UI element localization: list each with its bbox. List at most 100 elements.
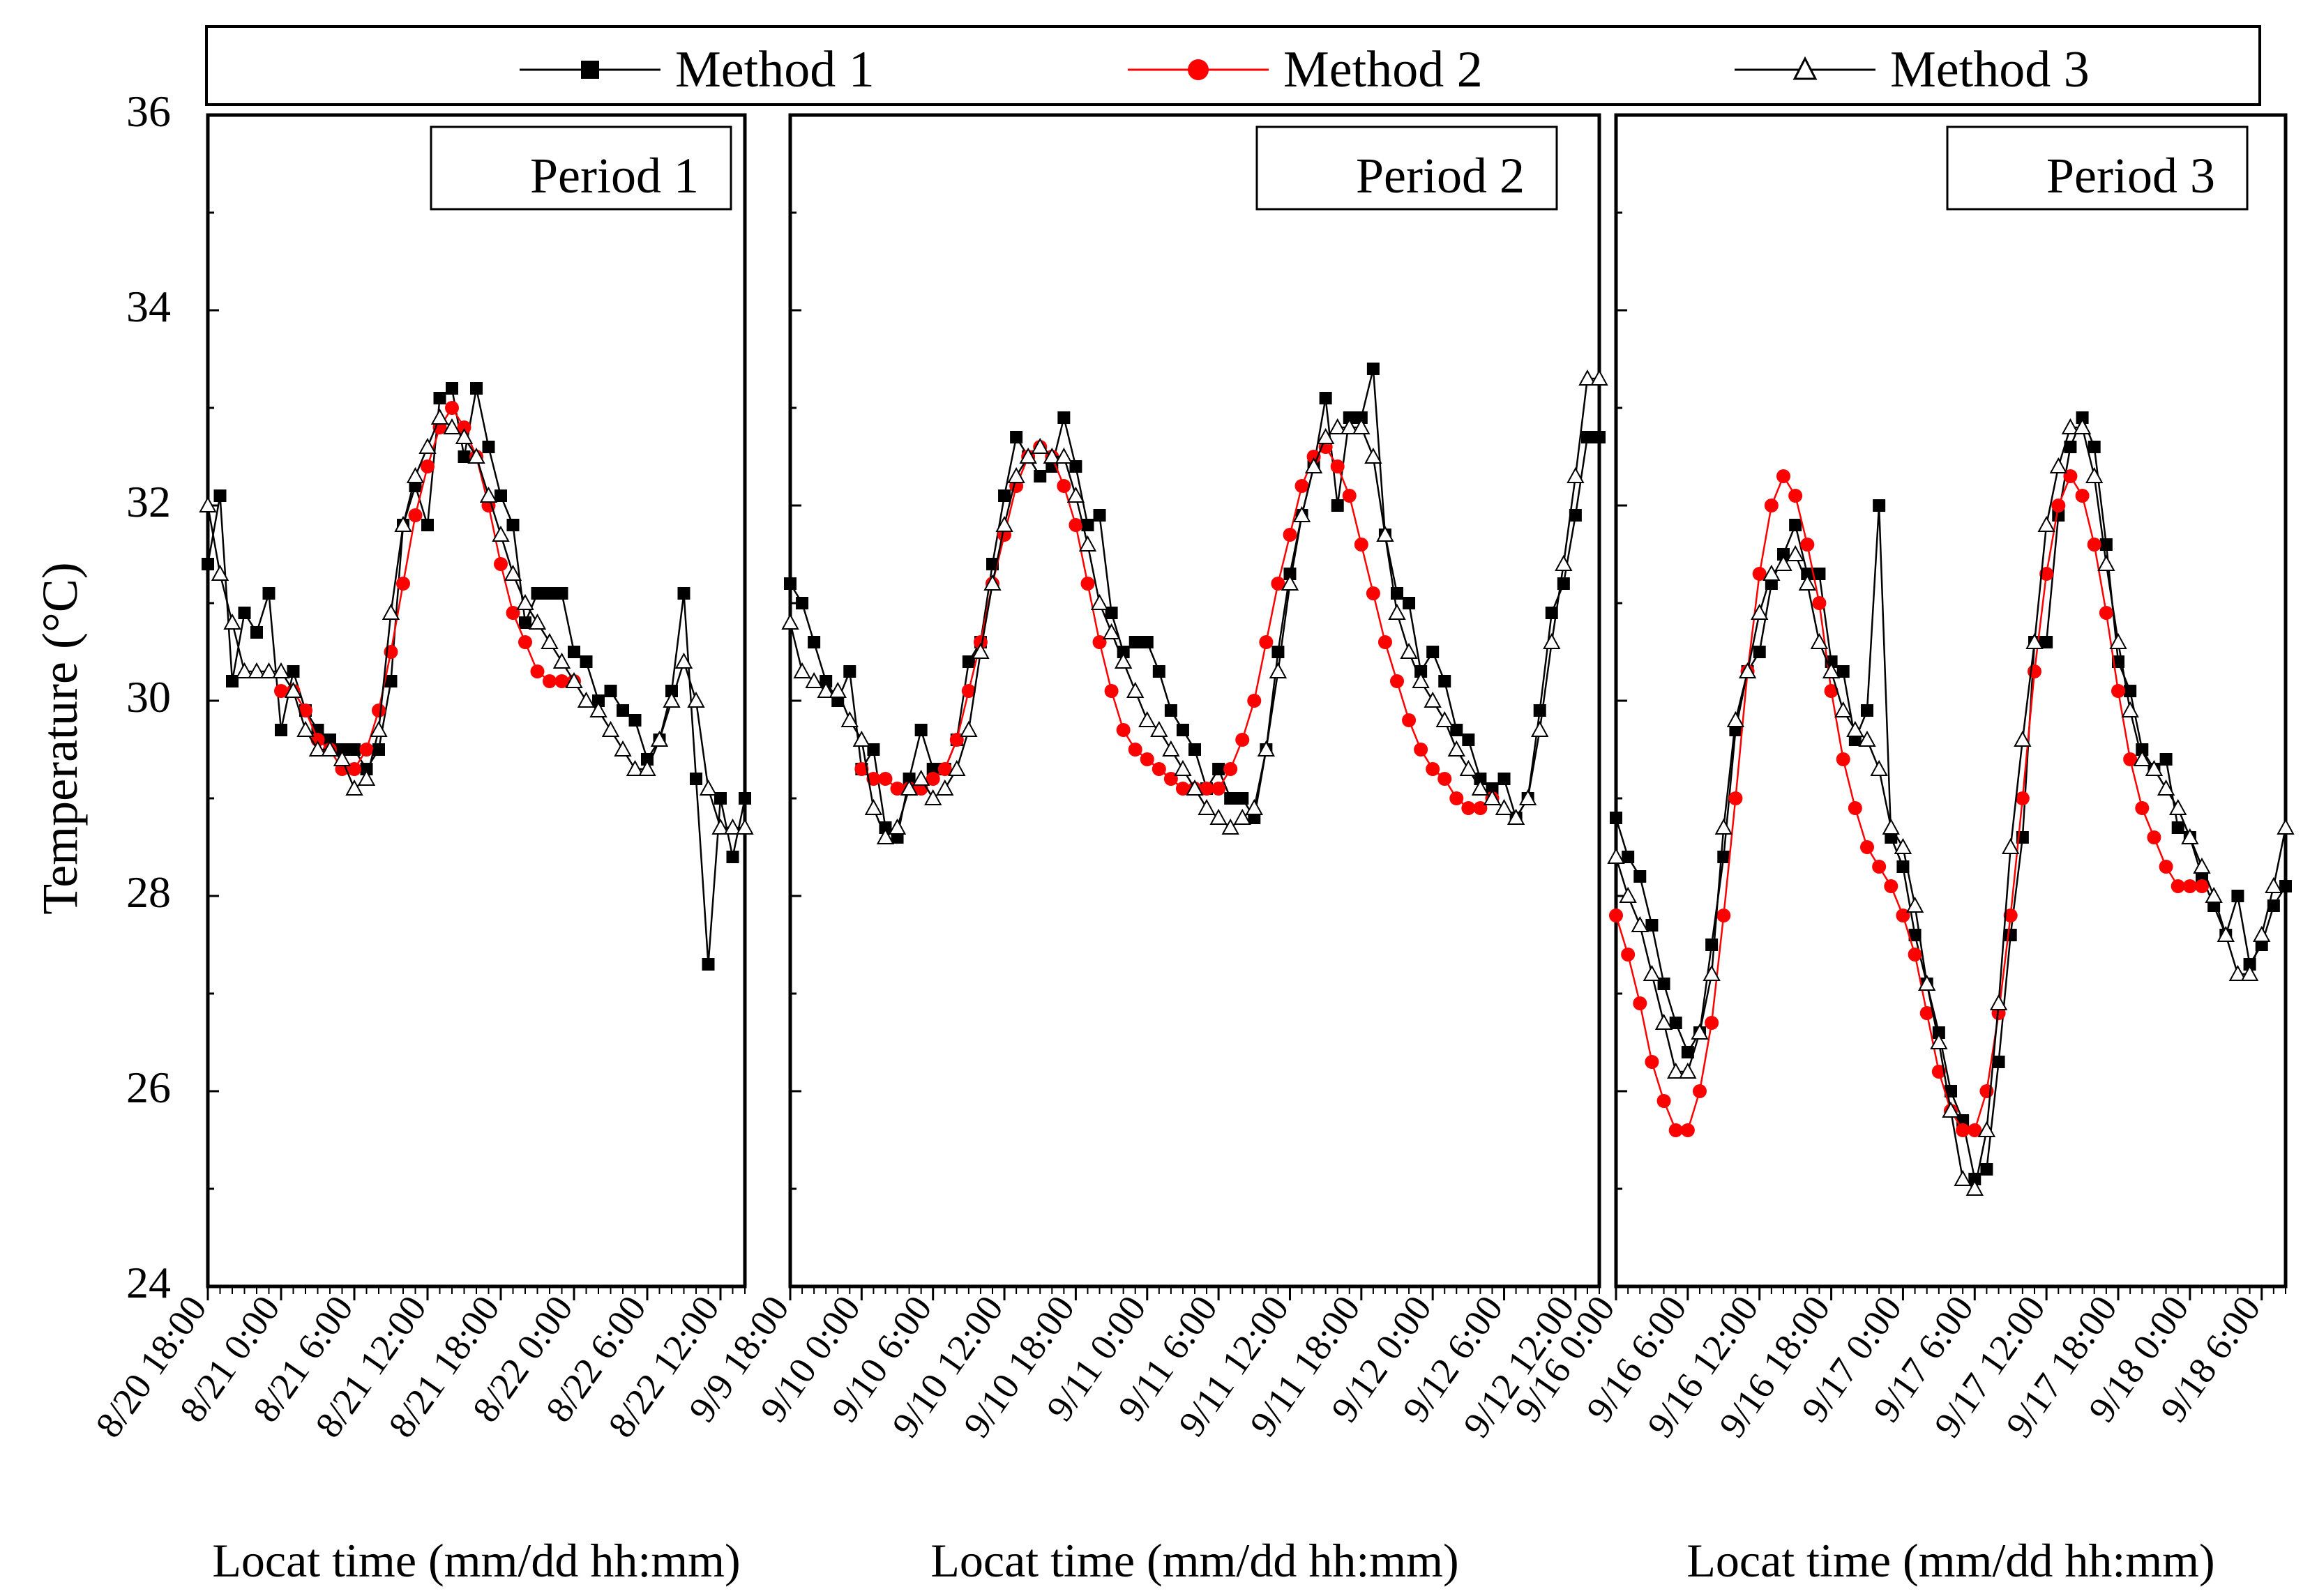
legend-marker-method-2 — [1188, 59, 1209, 80]
data-point-method-3 — [1786, 545, 1804, 561]
data-point-method-1 — [555, 587, 568, 600]
data-point-method-1 — [714, 792, 727, 805]
data-point-method-3 — [2169, 798, 2187, 815]
panel-period-2: Period 2 9/9 18:009/10 0:009/10 6:009/10… — [681, 113, 1608, 1587]
data-point-method-3 — [1341, 418, 1359, 434]
data-point-method-1 — [287, 665, 300, 678]
data-point-method-2 — [1884, 879, 1898, 893]
data-point-method-3 — [723, 818, 742, 835]
data-point-method-1 — [275, 724, 287, 736]
legend-label-method-2: Method 2 — [1283, 41, 1483, 98]
data-point-method-1 — [2171, 821, 2184, 834]
data-point-method-2 — [1414, 743, 1428, 757]
data-point-method-3 — [345, 779, 363, 796]
panel-title-box — [1946, 126, 2249, 211]
legend-marker-method-3 — [1792, 56, 1818, 80]
data-point-method-1 — [1633, 870, 1647, 883]
data-point-method-3 — [1019, 447, 1037, 464]
data-point-method-1 — [202, 558, 214, 570]
data-point-method-1 — [580, 655, 593, 668]
data-point-method-2 — [554, 674, 569, 688]
data-point-method-3 — [1774, 554, 1792, 571]
data-point-method-1 — [421, 519, 434, 531]
data-point-method-1 — [458, 450, 471, 463]
x-axis-title: Locat time (mm/dd hh:mm) — [1686, 1534, 2214, 1587]
data-point-method-3 — [2061, 418, 2080, 434]
data-point-method-3 — [2037, 515, 2055, 532]
data-point-method-1 — [384, 675, 398, 687]
data-point-method-1 — [262, 587, 275, 600]
series-line-method-1 — [789, 368, 1599, 839]
data-point-method-1 — [1010, 431, 1023, 443]
data-point-method-3 — [1703, 964, 1721, 981]
data-point-method-2 — [1656, 1094, 1671, 1108]
data-point-method-3 — [840, 710, 859, 727]
data-point-method-1 — [1057, 411, 1071, 424]
plot-series — [199, 382, 754, 971]
panel-title: Period 3 — [2046, 148, 2215, 204]
data-point-method-3 — [674, 652, 693, 669]
data-point-method-1 — [433, 392, 446, 404]
data-point-method-3 — [2025, 632, 2044, 649]
data-point-method-2 — [1069, 518, 1083, 532]
data-point-method-2 — [1693, 1084, 1707, 1098]
data-point-method-3 — [1435, 710, 1454, 727]
data-point-method-2 — [1330, 459, 1345, 473]
data-point-method-3 — [455, 427, 474, 444]
data-point-method-1 — [1669, 1017, 1682, 1029]
data-point-method-2 — [299, 704, 312, 717]
data-point-method-3 — [2265, 876, 2283, 893]
data-point-method-2 — [878, 772, 893, 786]
axis-ticks — [789, 114, 1600, 1300]
data-point-method-1 — [446, 382, 458, 395]
data-point-method-2 — [1968, 1123, 1982, 1137]
data-point-method-1 — [867, 743, 880, 756]
data-point-method-3 — [650, 730, 669, 747]
data-point-method-3 — [663, 691, 681, 708]
data-point-method-3 — [864, 798, 883, 815]
y-tick-label: 26 — [126, 1063, 171, 1112]
data-point-method-3 — [1643, 964, 1661, 981]
data-point-method-3 — [2109, 632, 2127, 649]
data-point-method-1 — [1105, 607, 1118, 619]
data-point-method-2 — [926, 772, 940, 786]
panel-title-box — [430, 126, 732, 211]
data-point-method-2 — [1080, 577, 1095, 591]
data-point-method-3 — [1607, 847, 1625, 864]
data-point-method-3 — [912, 769, 930, 786]
data-point-method-3 — [1918, 974, 1936, 991]
data-point-method-3 — [1965, 1179, 1984, 1196]
data-point-method-3 — [1150, 720, 1168, 737]
data-point-method-2 — [1645, 1055, 1659, 1069]
data-point-method-2 — [1116, 723, 1131, 737]
data-point-method-3 — [711, 818, 730, 835]
data-point-method-3 — [541, 632, 559, 649]
data-point-method-2 — [1247, 694, 1262, 708]
data-point-method-1 — [1331, 499, 1344, 512]
data-point-method-3 — [1870, 759, 1888, 776]
data-point-method-3 — [995, 515, 1013, 532]
data-point-method-2 — [518, 635, 532, 649]
data-point-method-3 — [900, 779, 919, 796]
data-point-method-2 — [372, 704, 386, 717]
data-point-method-3 — [1329, 418, 1347, 434]
data-point-method-3 — [1459, 759, 1478, 776]
data-point-method-3 — [1424, 691, 1442, 708]
data-point-method-2 — [866, 772, 881, 786]
data-point-method-3 — [1114, 652, 1133, 669]
data-point-method-2 — [1919, 1006, 1934, 1020]
data-point-method-1 — [543, 587, 556, 600]
data-point-method-2 — [1235, 733, 1250, 747]
plot-series — [1607, 411, 2295, 1196]
data-point-method-2 — [274, 684, 288, 698]
data-point-method-1 — [1140, 636, 1154, 648]
data-point-method-1 — [1224, 792, 1237, 805]
data-point-method-3 — [638, 759, 656, 776]
data-point-method-2 — [543, 674, 557, 688]
series-line-method-3 — [206, 416, 745, 829]
data-point-method-3 — [829, 681, 847, 698]
data-point-method-3 — [1905, 896, 1924, 913]
data-point-method-2 — [2159, 860, 2173, 874]
data-point-method-3 — [1162, 740, 1180, 757]
data-point-method-3 — [552, 652, 571, 669]
